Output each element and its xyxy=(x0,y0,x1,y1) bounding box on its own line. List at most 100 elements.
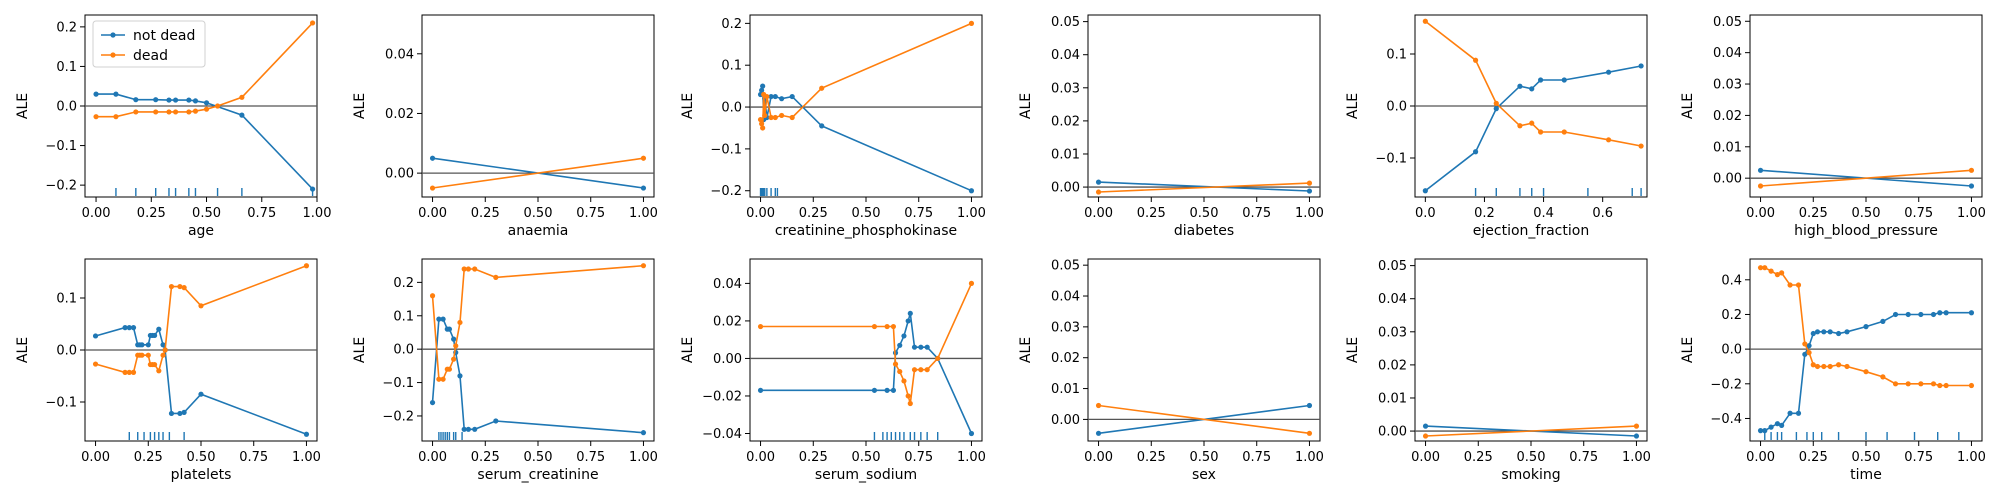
axes-frame xyxy=(421,258,655,442)
data-point-dead xyxy=(1538,129,1544,135)
data-point-not-dead xyxy=(1930,311,1937,318)
data-point-not-dead xyxy=(871,387,878,393)
data-point-not-dead xyxy=(757,387,764,393)
x-tick-label: 1.00 xyxy=(303,206,332,221)
x-tick-label: 0.00 xyxy=(746,450,775,465)
x-tick-label: 0.25 xyxy=(471,206,500,221)
data-point-not-dead xyxy=(1787,410,1793,416)
data-point-dead xyxy=(935,355,941,362)
y-tick-label: 0.0 xyxy=(56,344,77,359)
data-point-dead xyxy=(160,352,166,358)
x-tick-label: 0.50 xyxy=(187,450,216,465)
series-line-dead xyxy=(760,283,973,404)
data-point-not-dead xyxy=(1762,428,1768,434)
data-point-dead xyxy=(1517,123,1523,129)
data-point-dead xyxy=(1422,433,1429,439)
data-point-dead xyxy=(166,109,172,115)
data-point-not-dead xyxy=(1918,311,1924,318)
data-point-dead xyxy=(186,109,192,115)
x-tick-label: 0.75 xyxy=(239,450,268,465)
data-point-dead xyxy=(192,108,199,114)
x-tick-label: 0.00 xyxy=(1411,450,1440,465)
data-point-not-dead xyxy=(911,344,918,350)
data-point-dead xyxy=(884,323,890,330)
y-tick-label: 0.02 xyxy=(385,107,414,122)
data-point-not-dead xyxy=(759,87,765,93)
x-axis-label: time xyxy=(1850,467,1882,483)
data-point-not-dead xyxy=(465,426,471,432)
data-point-not-dead xyxy=(1768,424,1774,430)
y-tick-label: −0.1 xyxy=(45,396,77,411)
x-tick-label: 0.25 xyxy=(799,206,828,221)
series-line-not-dead xyxy=(1424,65,1642,192)
data-point-dead xyxy=(890,323,897,330)
y-tick-label: 0.1 xyxy=(56,292,77,307)
data-point-dead xyxy=(309,20,316,26)
x-tick-label: 0.00 xyxy=(1084,206,1113,221)
y-tick-label: 0.02 xyxy=(1051,351,1080,366)
data-point-not-dead xyxy=(145,342,151,348)
data-point-not-dead xyxy=(472,426,478,432)
x-tick-label: 0.25 xyxy=(471,450,500,465)
data-point-not-dead xyxy=(1880,318,1886,324)
data-point-dead xyxy=(1306,430,1313,436)
y-tick-label: 0.01 xyxy=(1713,140,1742,155)
subplot-serum_creatinine: 0.00 0.25 0.50 0.75 1.00 −0.2 −0.1 0.0 0.1 0.2 ser… xyxy=(352,258,658,483)
x-tick-label: 0.25 xyxy=(137,206,166,221)
x-axis-label: ejection_fraction xyxy=(1473,223,1589,239)
x-tick-label: 1.00 xyxy=(1295,206,1324,221)
data-point-dead xyxy=(214,103,221,109)
x-tick-label: 1.00 xyxy=(1622,450,1651,465)
x-axis-label: serum_sodium xyxy=(815,467,917,483)
data-point-not-dead xyxy=(640,430,647,436)
data-point-not-dead xyxy=(760,83,766,89)
data-point-not-dead xyxy=(461,426,467,432)
x-tick-label: 0.75 xyxy=(576,206,605,221)
series-line-dead xyxy=(759,22,972,129)
y-axis-label: ALE xyxy=(15,337,31,363)
x-tick-label: 1.00 xyxy=(292,450,321,465)
x-tick-label: 0.75 xyxy=(576,450,605,465)
data-point-not-dead xyxy=(1802,351,1808,357)
data-point-dead xyxy=(152,361,158,368)
data-point-dead xyxy=(764,93,770,100)
data-point-dead xyxy=(93,114,99,120)
data-point-dead xyxy=(772,114,778,121)
x-axis-label: platelets xyxy=(171,467,232,483)
data-point-dead xyxy=(1605,137,1612,143)
y-tick-label: −0.4 xyxy=(1710,412,1742,427)
data-point-dead xyxy=(757,323,764,330)
x-tick-label: 0.00 xyxy=(82,206,111,221)
y-tick-label: 0.02 xyxy=(1378,358,1407,373)
data-point-dead xyxy=(897,368,903,375)
x-tick-label: 0.75 xyxy=(1904,450,1933,465)
subplot-ejection_fraction: 0.0 0.2 0.4 0.6 −0.1 0.0 0.1 ejection_fraction A… xyxy=(1345,14,1648,239)
data-point-dead xyxy=(156,368,162,374)
x-tick-label: 0.00 xyxy=(418,450,447,465)
data-point-dead xyxy=(1937,382,1943,389)
x-tick-label: 0.50 xyxy=(192,206,221,221)
data-point-dead xyxy=(871,323,878,330)
x-tick-label: 0.50 xyxy=(1190,450,1219,465)
y-tick-label: 0.02 xyxy=(1051,114,1080,129)
data-point-not-dead xyxy=(905,318,911,324)
data-point-dead xyxy=(198,303,204,309)
data-point-dead xyxy=(892,361,899,367)
data-point-dead xyxy=(1968,382,1975,389)
axes-frame xyxy=(1749,14,1983,198)
x-tick-label: 0.75 xyxy=(1904,206,1933,221)
y-tick-label: −0.2 xyxy=(382,409,414,424)
data-point-not-dead xyxy=(897,342,903,348)
data-point-dead xyxy=(779,112,785,119)
data-point-not-dead xyxy=(1774,421,1781,427)
y-tick-label: 0.00 xyxy=(1713,172,1742,187)
x-axis-label: anaemia xyxy=(508,223,569,239)
data-point-dead xyxy=(130,369,137,375)
legend: not dead dead xyxy=(92,20,206,68)
x-tick-label: 0.25 xyxy=(134,450,163,465)
data-point-dead xyxy=(472,266,478,272)
data-point-dead xyxy=(901,378,907,384)
y-tick-label: 0.2 xyxy=(721,17,742,32)
y-tick-label: 0.03 xyxy=(1378,325,1407,340)
data-point-not-dead xyxy=(1795,410,1802,416)
